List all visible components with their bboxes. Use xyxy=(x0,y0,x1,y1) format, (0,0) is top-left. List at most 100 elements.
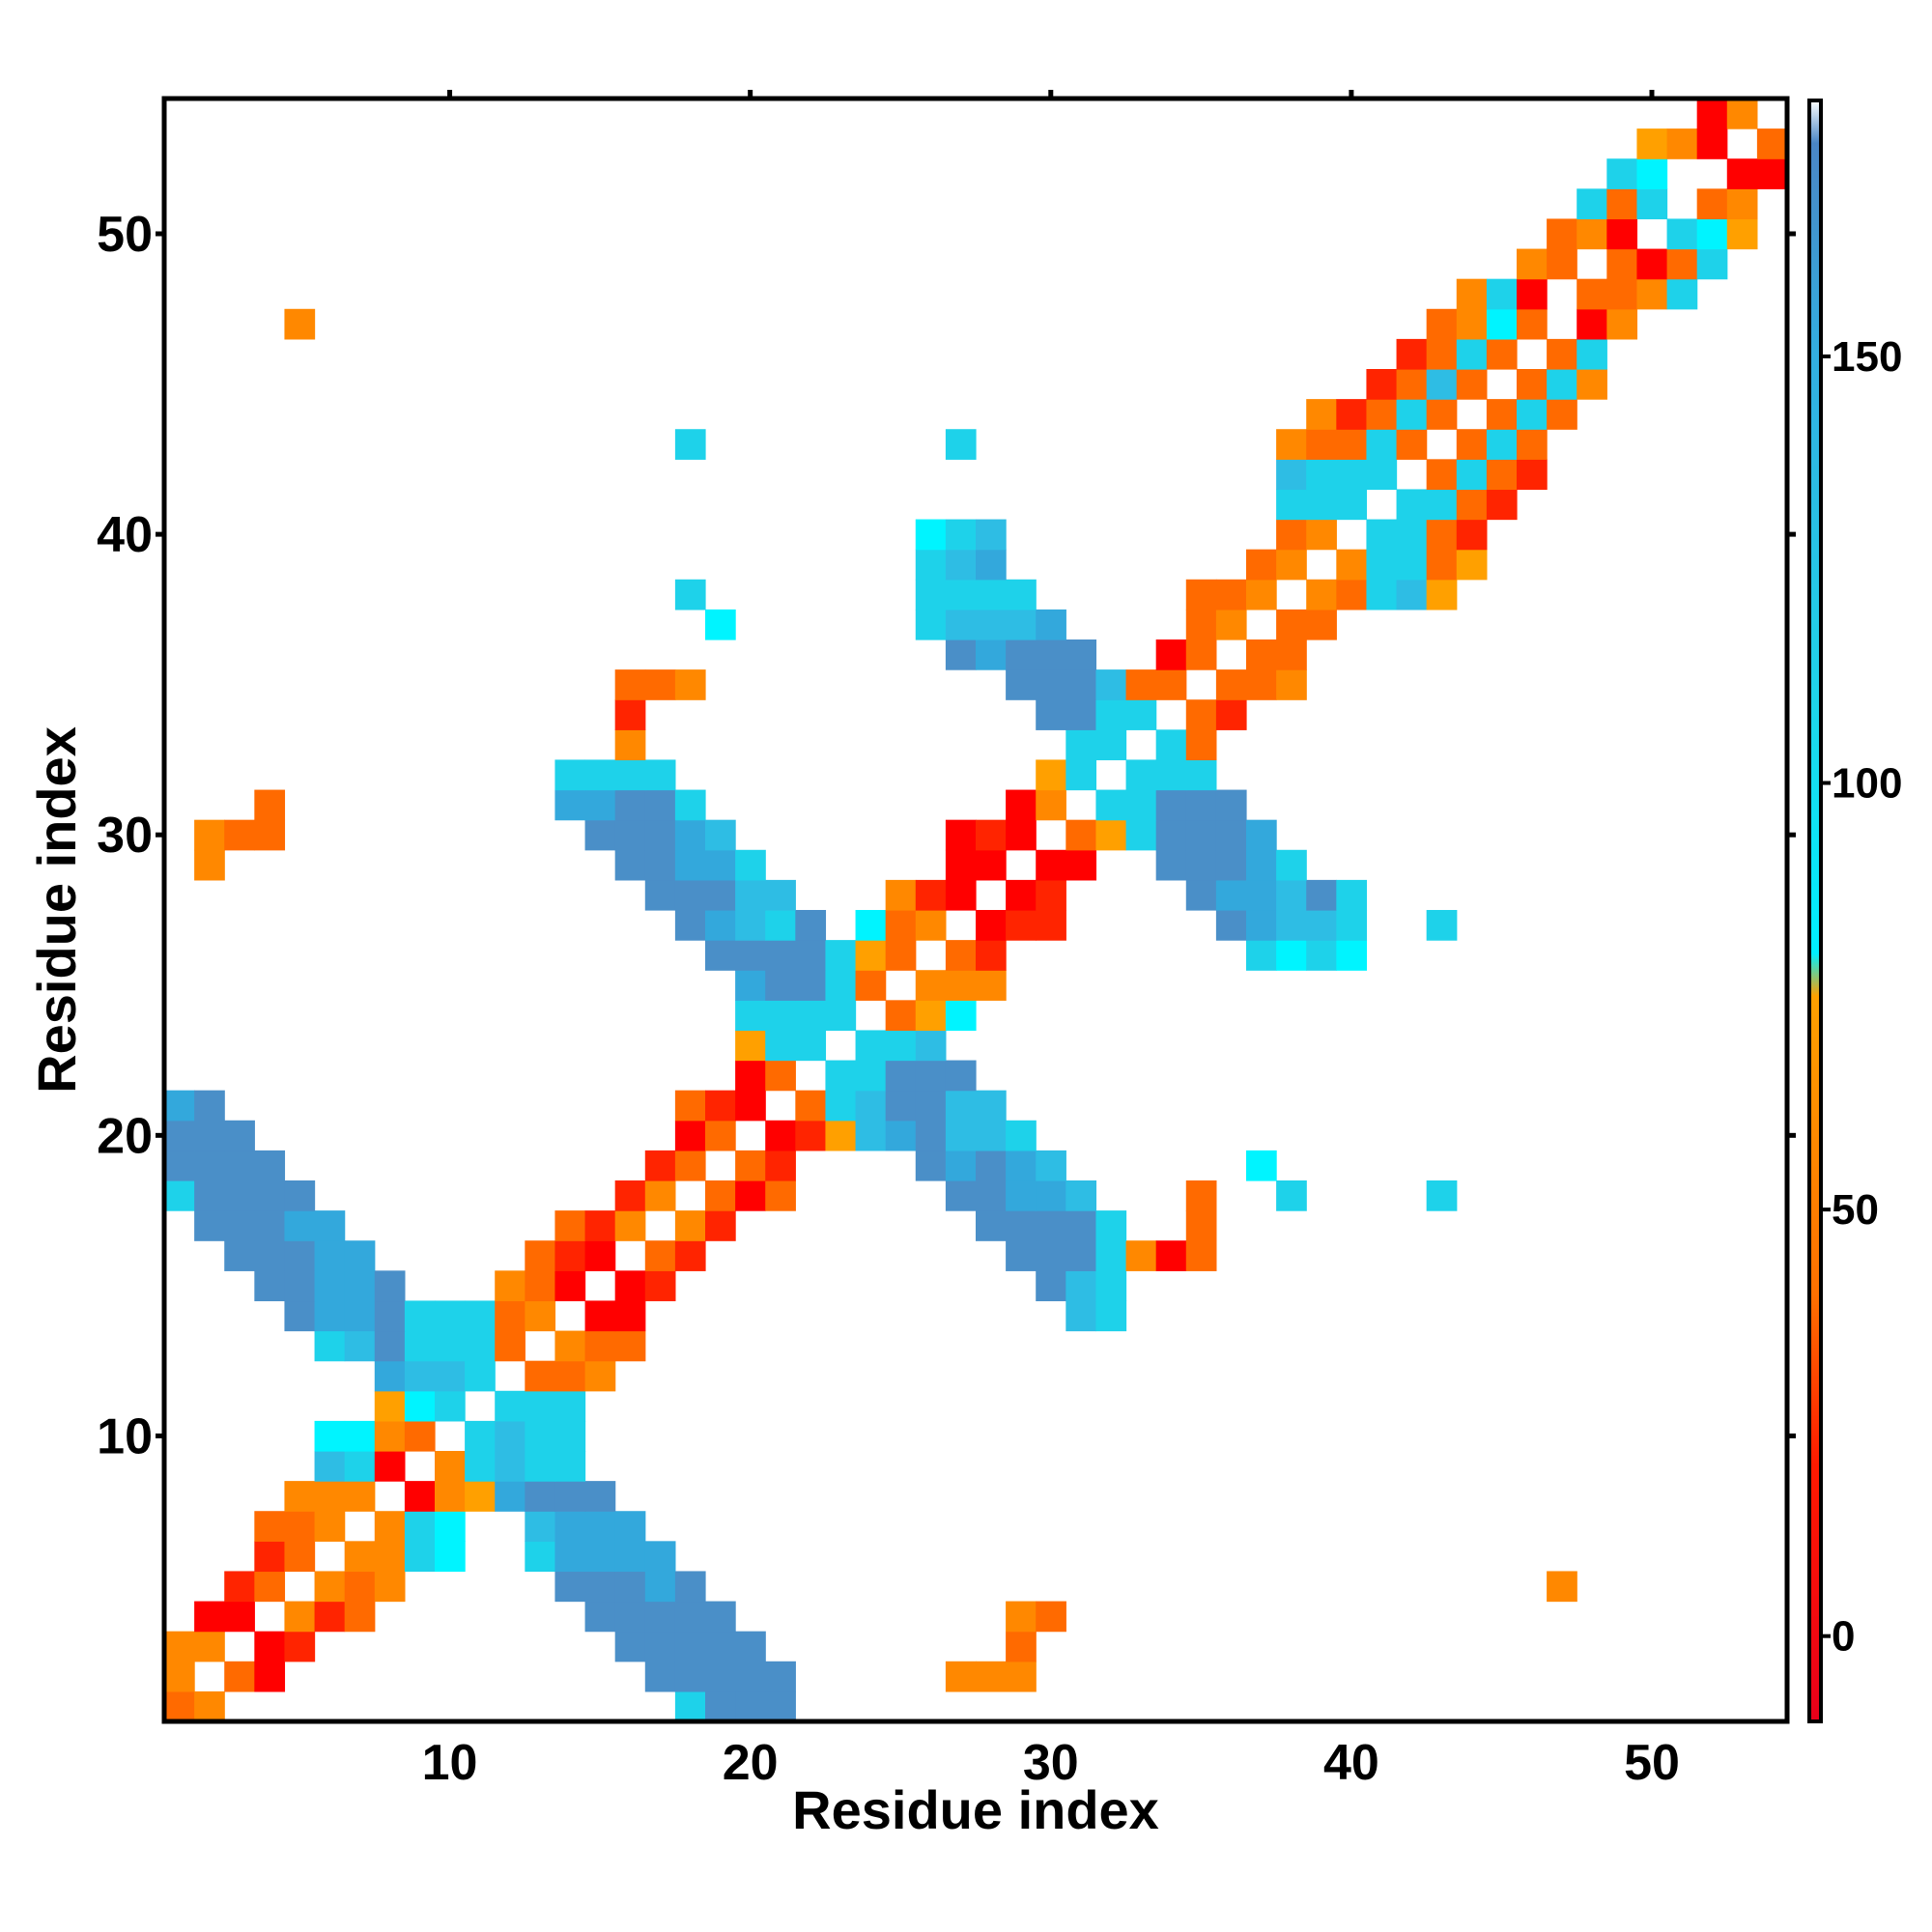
heatmap-cell xyxy=(614,1601,646,1633)
heatmap-cell xyxy=(284,1511,316,1542)
heatmap-cell xyxy=(224,1150,255,1181)
heatmap-cell xyxy=(825,970,857,1001)
heatmap-cell xyxy=(435,1451,466,1482)
heatmap-cell xyxy=(614,1300,646,1332)
heatmap-cell xyxy=(1185,759,1217,791)
heatmap-cell xyxy=(1065,729,1097,761)
heatmap-cell xyxy=(1036,669,1066,700)
heatmap-cell xyxy=(795,970,827,1001)
heatmap-cell xyxy=(1276,609,1307,640)
heatmap-cell xyxy=(374,1451,406,1482)
heatmap-cell xyxy=(1486,459,1518,491)
heatmap-cell xyxy=(644,1571,676,1603)
heatmap-cell xyxy=(735,1661,766,1692)
heatmap-cell xyxy=(1006,609,1037,640)
heatmap-cell xyxy=(614,729,646,761)
heatmap-cell xyxy=(1095,1210,1127,1241)
heatmap-cell xyxy=(554,1451,586,1482)
heatmap-cell xyxy=(735,1150,766,1181)
heatmap-cell xyxy=(1306,940,1337,971)
heatmap-cell xyxy=(915,1000,947,1032)
heatmap-cell xyxy=(314,1300,346,1332)
heatmap-cell xyxy=(1006,1631,1037,1662)
heatmap-cell xyxy=(1636,188,1668,220)
heatmap-cell xyxy=(674,1661,706,1692)
heatmap-cell xyxy=(1155,789,1187,821)
heatmap-cell xyxy=(1666,248,1698,280)
heatmap-cell xyxy=(1456,519,1488,551)
heatmap-cell xyxy=(1726,218,1758,250)
heatmap-cell xyxy=(1396,429,1428,460)
heatmap-cell xyxy=(765,1661,796,1692)
heatmap-cell xyxy=(1426,308,1458,340)
heatmap-cell xyxy=(584,819,616,851)
heatmap-cell xyxy=(1366,549,1398,581)
heatmap-cell xyxy=(1456,429,1488,460)
heatmap-cell xyxy=(1065,1210,1097,1241)
heatmap-cell xyxy=(945,549,977,581)
heatmap-cell xyxy=(1306,459,1337,491)
heatmap-cell xyxy=(254,1571,286,1603)
heatmap-cell xyxy=(1246,819,1277,851)
heatmap-cell xyxy=(644,789,676,821)
heatmap-cell xyxy=(1246,940,1277,971)
heatmap-cell xyxy=(1215,789,1247,821)
heatmap-cell xyxy=(314,1511,346,1542)
heatmap-cell xyxy=(254,789,286,821)
heatmap-cell xyxy=(644,849,676,881)
heatmap-cell xyxy=(915,1150,947,1181)
heatmap-cell xyxy=(164,1631,195,1662)
heatmap-cell xyxy=(314,1330,346,1362)
heatmap-cell xyxy=(1125,789,1157,821)
heatmap-cell xyxy=(1246,849,1277,881)
heatmap-cell xyxy=(1155,819,1187,851)
heatmap-cell xyxy=(945,849,977,881)
heatmap-cell xyxy=(945,940,977,971)
heatmap-cell xyxy=(404,1330,436,1362)
heatmap-cell xyxy=(1366,429,1398,460)
heatmap-cell xyxy=(404,1360,436,1392)
heatmap-cell xyxy=(584,1541,616,1573)
heatmap-cell xyxy=(1426,369,1458,400)
heatmap-cell xyxy=(614,1511,646,1542)
heatmap-cell xyxy=(554,1511,586,1542)
heatmap-cell xyxy=(1426,338,1458,370)
heatmap-cell xyxy=(1636,278,1668,310)
heatmap-cell xyxy=(1396,369,1428,400)
heatmap-cell xyxy=(1306,879,1337,911)
heatmap-cell xyxy=(554,789,586,821)
heatmap-cell xyxy=(1276,429,1307,460)
heatmap-cell xyxy=(554,1270,586,1302)
y-tick-label: 10 xyxy=(97,1408,153,1464)
heatmap-cell xyxy=(404,1541,436,1573)
heatmap-cell xyxy=(224,819,255,851)
heatmap-cell xyxy=(644,1601,676,1633)
heatmap-cell xyxy=(614,849,646,881)
heatmap-cell xyxy=(976,819,1007,851)
heatmap-cell xyxy=(1155,639,1187,670)
heatmap-cell xyxy=(164,1661,195,1692)
heatmap-cell xyxy=(435,1541,466,1573)
heatmap-cell xyxy=(674,879,706,911)
heatmap-cell xyxy=(1215,879,1247,911)
heatmap-cell xyxy=(945,609,977,640)
heatmap-cell xyxy=(495,1330,526,1362)
heatmap-cell xyxy=(1036,1601,1066,1633)
heatmap-cell xyxy=(525,1390,556,1422)
heatmap-cell xyxy=(1517,369,1548,400)
heatmap-cell xyxy=(374,1300,406,1332)
heatmap-cell xyxy=(976,549,1007,581)
heatmap-cell xyxy=(584,1481,616,1512)
heatmap-cell xyxy=(374,1360,406,1392)
heatmap-cell xyxy=(1065,1240,1097,1271)
heatmap-cell xyxy=(254,819,286,851)
heatmap-cell xyxy=(885,1000,917,1032)
heatmap-cell xyxy=(1366,579,1398,611)
y-tick-label: 30 xyxy=(97,808,153,864)
heatmap-cell xyxy=(1246,669,1277,700)
heatmap-cell xyxy=(1547,369,1577,400)
heatmap-cell xyxy=(314,1240,346,1271)
heatmap-cell xyxy=(644,1631,676,1662)
heatmap-cell xyxy=(1036,759,1066,791)
heatmap-cell xyxy=(284,1631,316,1662)
